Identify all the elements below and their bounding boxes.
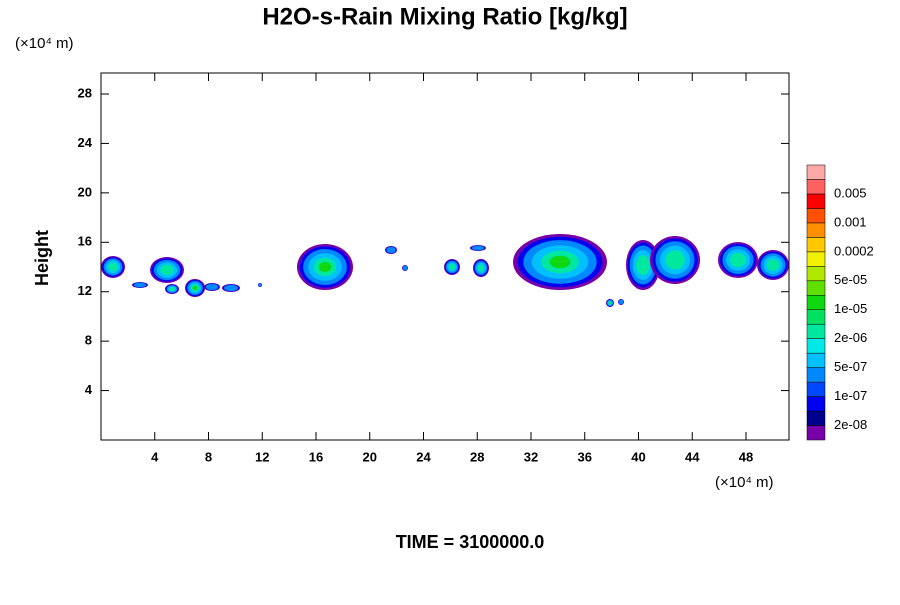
y-tick-label: 28 bbox=[78, 85, 92, 100]
rain-cell bbox=[549, 255, 571, 269]
colorbar-label: 0.0002 bbox=[834, 243, 874, 258]
y-tick-label: 20 bbox=[78, 184, 92, 199]
colorbar-swatch bbox=[806, 309, 826, 325]
x-tick-label: 40 bbox=[631, 449, 645, 464]
y-tick-label: 12 bbox=[78, 283, 92, 298]
y-tick-label: 24 bbox=[78, 135, 93, 150]
rain-cell bbox=[477, 264, 485, 272]
rain-cell bbox=[402, 265, 408, 271]
x-tick-label: 36 bbox=[578, 449, 592, 464]
x-tick-label: 24 bbox=[416, 449, 431, 464]
rain-cell bbox=[169, 287, 175, 291]
footer: TIME = 3100000.0 bbox=[396, 532, 545, 552]
colorbar-label: 1e-05 bbox=[834, 301, 867, 316]
rain-cell bbox=[618, 299, 624, 305]
x-tick-label: 4 bbox=[151, 449, 159, 464]
colorbar-swatch bbox=[806, 381, 826, 397]
x-tick-label: 48 bbox=[739, 449, 753, 464]
y-tick-label: 4 bbox=[85, 382, 93, 397]
rain-field bbox=[101, 234, 789, 307]
rain-cell bbox=[160, 264, 174, 276]
rain-cell bbox=[258, 283, 262, 287]
colorbar-label: 0.001 bbox=[834, 214, 867, 229]
x-tick-label: 20 bbox=[363, 449, 377, 464]
colorbar-swatch bbox=[806, 222, 826, 238]
colorbar-swatch bbox=[806, 367, 826, 383]
colorbar-swatch bbox=[806, 396, 826, 412]
colorbar-label: 2e-06 bbox=[834, 330, 867, 345]
y-unit: (×10⁴ m) bbox=[15, 35, 74, 52]
rain-cell bbox=[386, 246, 396, 254]
colorbar-swatch bbox=[806, 410, 826, 426]
rain-cell bbox=[192, 286, 198, 290]
colorbar-swatch bbox=[806, 323, 826, 339]
rain-cell bbox=[766, 259, 780, 271]
colorbar-swatch bbox=[806, 193, 826, 209]
rain-cell bbox=[318, 261, 332, 273]
colorbar-swatch bbox=[806, 164, 826, 180]
y-tick-label: 8 bbox=[85, 333, 92, 348]
colorbar-swatch bbox=[806, 208, 826, 224]
colorbar-swatch bbox=[806, 338, 826, 354]
colorbar-swatch bbox=[806, 295, 826, 310]
rain-cell bbox=[223, 284, 239, 292]
rain-cell bbox=[133, 282, 147, 288]
rain-cell bbox=[471, 245, 485, 251]
colorbar-label: 0.005 bbox=[834, 185, 867, 200]
x-tick-label: 16 bbox=[309, 449, 323, 464]
colorbar-swatch bbox=[806, 352, 826, 368]
colorbar-swatch bbox=[806, 425, 826, 441]
rain-cell bbox=[609, 302, 611, 304]
colorbar-label: 2e-08 bbox=[834, 417, 867, 432]
colorbar-label: 5e-05 bbox=[834, 272, 867, 287]
colorbar-swatch bbox=[806, 251, 826, 267]
colorbar-swatch bbox=[806, 266, 826, 282]
rain-cell bbox=[108, 262, 118, 272]
x-tick-label: 12 bbox=[255, 449, 269, 464]
y-axis-label: Height bbox=[32, 230, 52, 286]
colorbar-label: 1e-07 bbox=[834, 388, 867, 403]
colorbar-label: 5e-07 bbox=[834, 359, 867, 374]
x-tick-label: 44 bbox=[685, 449, 700, 464]
chart-title: H2O-s-Rain Mixing Ratio [kg/kg] bbox=[262, 3, 627, 30]
colorbar-swatch bbox=[806, 179, 826, 195]
x-tick-label: 32 bbox=[524, 449, 538, 464]
x-tick-label: 28 bbox=[470, 449, 484, 464]
x-tick-label: 8 bbox=[205, 449, 212, 464]
y-tick-label: 16 bbox=[78, 234, 92, 249]
colorbar-swatch bbox=[806, 280, 826, 296]
plot-frame bbox=[100, 72, 790, 441]
rain-cell bbox=[730, 252, 746, 268]
rain-cell bbox=[636, 255, 650, 275]
rain-cell bbox=[665, 250, 685, 270]
rain-cell bbox=[205, 283, 219, 291]
x-unit: (×10⁴ m) bbox=[715, 474, 774, 491]
rain-cell bbox=[448, 263, 456, 271]
colorbar-swatch bbox=[806, 237, 826, 253]
